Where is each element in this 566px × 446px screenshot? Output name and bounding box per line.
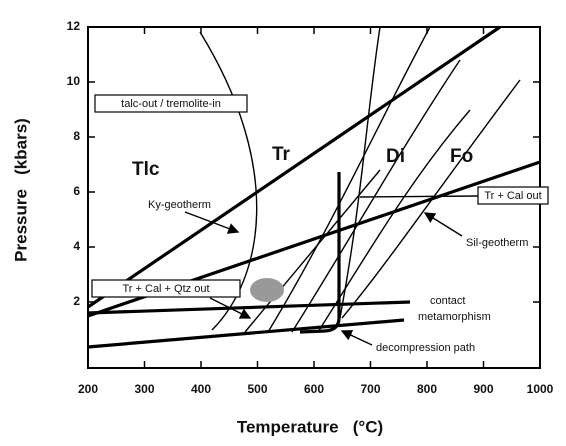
boundary xyxy=(317,109,471,333)
decompression-line xyxy=(299,172,341,334)
di-curve xyxy=(339,26,381,319)
x-tick-label: 500 xyxy=(247,382,267,396)
annotation: Ky-geotherm xyxy=(148,199,211,211)
x-tick-label: 900 xyxy=(473,382,493,396)
gray-field xyxy=(250,278,284,302)
x-tick-label: 800 xyxy=(417,382,437,396)
y-tick-label: 6 xyxy=(73,184,80,198)
arrow xyxy=(423,212,463,237)
lower-line xyxy=(87,318,405,349)
field-label: Tr xyxy=(272,144,291,165)
boundary xyxy=(244,169,381,333)
arrow xyxy=(209,297,252,319)
annotation: decompression path xyxy=(376,342,475,354)
annotation: Sil-geotherm xyxy=(466,237,528,249)
annotation: talc-out / tremolite-in xyxy=(121,98,221,110)
x-axis-title: Temperature (°C) xyxy=(237,417,383,436)
contact-line xyxy=(87,300,411,315)
arrow xyxy=(184,211,240,234)
y-tick-label: 8 xyxy=(73,129,80,143)
label-box xyxy=(94,94,248,113)
tr-cal-out-line xyxy=(359,195,479,198)
x-tick-label: 400 xyxy=(191,382,211,396)
field-label: Tlc xyxy=(132,159,160,180)
boundary xyxy=(291,59,461,333)
field-label: Di xyxy=(386,146,405,167)
x-tick-label: 200 xyxy=(78,382,98,396)
y-tick-label: 2 xyxy=(73,294,80,308)
label-box xyxy=(91,279,241,298)
annotation: Tr + Cal + Qtz out xyxy=(122,283,209,295)
arrow xyxy=(340,330,373,346)
x-tick-label: 300 xyxy=(134,382,154,396)
ticks: 200 300 400 500 600 700 800 900 1000 2 4 6 8 10 12 xyxy=(67,19,554,396)
y-tick-label: 12 xyxy=(67,19,81,33)
ky-geotherm-line xyxy=(87,25,501,309)
y-axis-title: Pressure (kbars) xyxy=(11,118,30,262)
x-tick-label: 1000 xyxy=(527,382,554,396)
talc-out-curve xyxy=(199,31,258,331)
boundary xyxy=(267,26,431,333)
annotation: Tr + Cal out xyxy=(484,190,541,202)
phase-boundaries xyxy=(87,25,541,349)
label-box xyxy=(477,186,549,205)
annotation: metamorphism xyxy=(418,311,491,323)
x-tick-label: 600 xyxy=(304,382,324,396)
y-tick-label: 10 xyxy=(67,74,81,88)
field-label: Fo xyxy=(450,146,473,167)
boundary xyxy=(341,79,521,319)
y-tick-label: 4 xyxy=(73,239,80,253)
x-tick-label: 700 xyxy=(360,382,380,396)
annotation: contact xyxy=(430,295,465,307)
